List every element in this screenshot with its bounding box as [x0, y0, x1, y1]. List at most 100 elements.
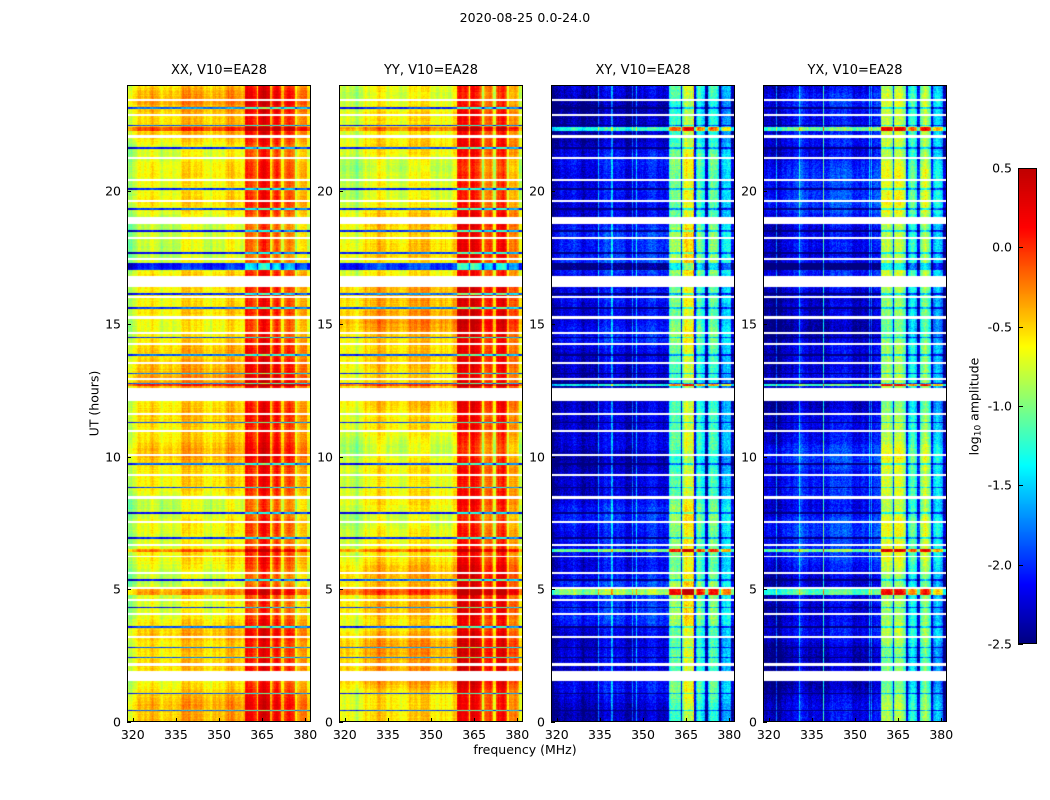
y-tick-label: 15	[317, 316, 333, 332]
y-tick-label: 5	[537, 581, 545, 597]
x-tick	[768, 718, 770, 722]
y-tick-label: 10	[741, 449, 757, 465]
colorbar-gradient	[1018, 168, 1037, 644]
colorbar-tick	[1018, 485, 1023, 487]
colorbar-tick-label: -2.5	[987, 636, 1012, 652]
y-tick-label: 15	[741, 316, 757, 332]
x-tick-label: 320	[332, 727, 357, 742]
x-tick-label: 365	[462, 727, 487, 742]
x-tick-label: 350	[207, 727, 231, 742]
x-tick	[599, 718, 601, 722]
y-tick	[763, 191, 767, 193]
y-tick	[551, 191, 555, 193]
y-tick	[339, 323, 343, 325]
y-tick	[127, 323, 131, 325]
y-tick	[127, 722, 131, 723]
colorbar-tick	[1018, 247, 1023, 249]
x-tick-label: 380	[505, 727, 530, 742]
x-tick-label: 380	[929, 727, 954, 742]
x-tick	[262, 718, 264, 722]
y-tick-label: 15	[105, 316, 121, 332]
x-tick-label: 335	[163, 727, 188, 742]
y-tick	[763, 722, 767, 723]
waterfall-image-xx	[127, 85, 311, 722]
panel-title-yy: YY, V10=EA28	[383, 63, 479, 78]
panel-yx[interactable]: YX, V10=EA28 320 335 350 365 380 0 5 10 15 20	[741, 63, 953, 742]
x-tick-label: 320	[120, 727, 145, 742]
x-tick	[898, 718, 900, 722]
y-tick	[551, 456, 555, 458]
y-tick-label: 20	[317, 183, 333, 199]
colorbar-tick	[1018, 326, 1023, 328]
colorbar-tick	[1018, 406, 1023, 407]
x-tick	[855, 718, 856, 722]
y-tick	[551, 323, 555, 325]
waterfall-image-yx	[763, 85, 947, 722]
x-tick-label: 365	[674, 727, 699, 742]
panel-xx[interactable]: XX, V10=EA28 320 335 350 365 380 0 5 10 15 20	[105, 63, 317, 742]
y-tick	[339, 722, 343, 723]
x-tick	[344, 718, 346, 722]
colorbar-tick-label: -1.0	[987, 398, 1012, 414]
panel-yy[interactable]: YY, V10=EA28 320 335 350 365 380 0 5 10 15 20	[317, 63, 529, 742]
colorbar-tick	[1018, 168, 1023, 169]
y-tick-label: 15	[529, 316, 545, 332]
x-tick	[729, 718, 731, 722]
x-tick	[431, 718, 432, 722]
y-tick	[551, 589, 555, 591]
colorbar-tick-label: 0.0	[992, 239, 1012, 255]
y-tick-label: 0	[749, 714, 757, 730]
x-tick-label: 320	[544, 727, 569, 742]
x-tick	[556, 718, 558, 722]
x-tick-label: 380	[717, 727, 742, 742]
y-tick	[339, 589, 343, 591]
x-tick-label: 335	[587, 727, 612, 742]
y-tick-label: 0	[113, 714, 121, 730]
y-tick-label: 5	[325, 581, 333, 597]
panel-title-xy: XY, V10=EA28	[595, 63, 691, 78]
x-tick	[941, 718, 943, 722]
y-tick	[763, 456, 767, 458]
panel-xy[interactable]: XY, V10=EA28 320 335 350 365 380 0 5 10 15 20	[529, 63, 741, 742]
y-tick-label: 0	[325, 714, 333, 730]
x-tick-label: 365	[886, 727, 911, 742]
y-tick-label: 5	[749, 581, 757, 597]
y-tick-label: 10	[105, 449, 121, 465]
y-tick	[127, 456, 131, 458]
x-tick	[811, 718, 813, 722]
y-tick-label: 20	[741, 183, 757, 199]
colorbar-label-subscript: 10	[973, 424, 984, 436]
y-tick-label: 5	[113, 581, 121, 597]
x-tick	[175, 718, 177, 722]
y-tick	[127, 589, 131, 591]
colorbar-tick-label: -1.5	[987, 477, 1012, 493]
colorbar-tick-label: -2.0	[987, 557, 1012, 573]
x-tick-label: 335	[375, 727, 400, 742]
waterfall-image-yy	[339, 85, 523, 722]
y-tick	[551, 722, 555, 723]
y-axis-label: UT (hours)	[86, 370, 102, 437]
y-tick	[763, 323, 767, 325]
x-tick	[474, 718, 476, 722]
y-tick-label: 10	[529, 449, 545, 465]
colorbar-axis-label: log10 amplitude	[966, 357, 983, 455]
y-tick	[339, 191, 343, 193]
y-tick	[339, 456, 343, 458]
panel-title-yx: YX, V10=EA28	[807, 63, 903, 78]
y-tick-label: 0	[537, 714, 545, 730]
colorbar-tick-label: 0.5	[992, 160, 1012, 176]
x-tick	[387, 718, 389, 722]
colorbar-tick-label: -0.5	[987, 319, 1012, 335]
waterfall-image-xy	[551, 85, 735, 722]
x-tick-label: 380	[293, 727, 318, 742]
x-axis-label: frequency (MHz)	[473, 742, 577, 757]
colorbar-label-base: log	[966, 435, 982, 455]
x-tick-label: 335	[799, 727, 824, 742]
x-tick-label: 365	[250, 727, 275, 742]
figure-suptitle: 2020-08-25 0.0-24.0	[459, 10, 591, 25]
x-tick-label: 350	[419, 727, 443, 742]
y-tick-label: 10	[317, 449, 333, 465]
x-tick-label: 350	[631, 727, 655, 742]
y-tick	[127, 191, 131, 193]
